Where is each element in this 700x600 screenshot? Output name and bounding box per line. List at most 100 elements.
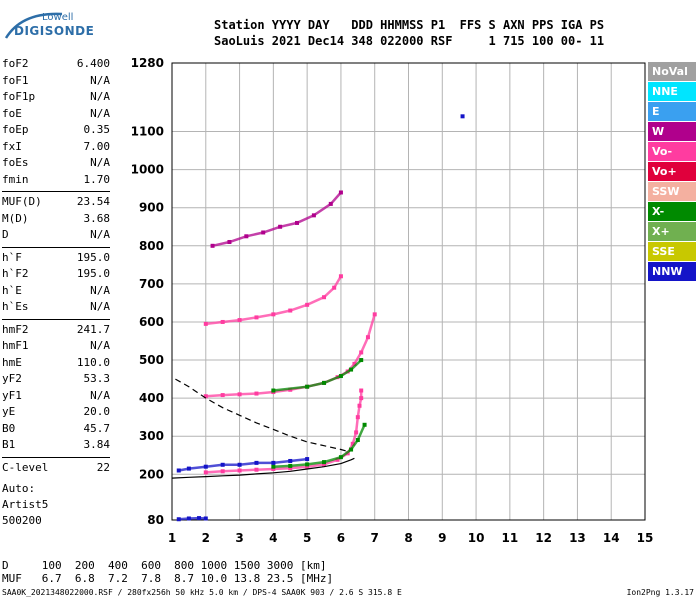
param-value: 53.3 (83, 372, 111, 385)
logo-line1: Lowell (42, 12, 74, 23)
y-tick-label: 80 (147, 513, 164, 527)
x-tick-label: 2 (202, 531, 210, 545)
legend-entry: NNE (648, 82, 696, 101)
x-tick-label: 8 (404, 531, 412, 545)
param-value: N/A (90, 73, 110, 87)
param-key: h`E (2, 283, 22, 297)
legend-entry: E (648, 102, 696, 121)
param-value: 195.0 (76, 267, 110, 280)
param-value: N/A (90, 339, 110, 352)
series-trace (273, 359, 363, 392)
data-point (203, 321, 208, 326)
series-trace (205, 390, 363, 474)
series-trace (178, 516, 206, 521)
param-key: foF1 (2, 73, 29, 87)
param-value: 6.400 (76, 57, 110, 70)
data-point (372, 312, 377, 317)
param-key: foF2 (2, 57, 29, 70)
x-tick-label: 11 (502, 531, 519, 545)
param-row: hmF1 N/A (2, 339, 110, 356)
param-row: foF2 6.400 (2, 57, 110, 74)
param-value: 45.7 (83, 421, 111, 435)
digisonde-logo: Lowell DIGISONDE (2, 8, 95, 44)
data-point (460, 114, 465, 119)
param-row: foF1p N/A (2, 90, 110, 107)
param-separator (2, 246, 110, 248)
polarization-legend: NoVal NNE E W Vo- Vo+ SSW X- X+ SSE NNW (648, 62, 696, 282)
param-value: 20.0 (83, 405, 111, 418)
logo-line2: DIGISONDE (14, 24, 95, 38)
y-tick-label: 600 (139, 315, 164, 329)
param-value: N/A (90, 228, 110, 241)
header-labels: Station YYYY DAY DDD HHMMSS P1 FFS S AXN… (214, 18, 605, 32)
param-key: B1 (2, 438, 16, 451)
param-key: foEs (2, 156, 29, 169)
series-trace (205, 314, 376, 398)
param-row: yF2 53.3 (2, 372, 110, 389)
y-tick-label: 1280 (131, 56, 164, 70)
param-key: hmF1 (2, 339, 29, 352)
param-row: foE N/A (2, 107, 110, 124)
legend-entry: Vo- (648, 142, 696, 161)
param-row: MUF(D) 23.54 (2, 195, 110, 212)
series-trace (205, 275, 342, 326)
series-trace (178, 457, 308, 472)
param-row: yF1 N/A (2, 389, 110, 406)
param-key: fmin (2, 172, 29, 186)
logo-swoosh-icon (4, 12, 63, 39)
param-row: h`F2 195.0 (2, 267, 110, 284)
x-tick-label: 12 (535, 531, 552, 545)
param-value: 0.35 (83, 123, 111, 136)
legend-entry: Vo+ (648, 162, 696, 181)
distance-row: D 100 200 400 600 800 1000 1500 3000 [km… (2, 559, 327, 572)
param-row: B1 3.84 (2, 438, 110, 455)
param-value: N/A (90, 388, 110, 402)
param-row: fxI 7.00 (2, 140, 110, 157)
data-point (271, 464, 276, 469)
param-row: h`Es N/A (2, 300, 110, 317)
param-row: D N/A (2, 228, 110, 245)
x-tick-label: 13 (569, 531, 586, 545)
param-row: h`E N/A (2, 284, 110, 301)
param-key: h`F2 (2, 267, 29, 280)
plot-frame (171, 62, 646, 521)
param-separator (2, 318, 110, 320)
param-row: yE 20.0 (2, 405, 110, 422)
legend-entry: SSW (648, 182, 696, 201)
x-tick-label: 3 (235, 531, 243, 545)
parameter-list: foF2 6.400 foF1 N/A foF1p N/A foE N/A foEp 0.35 fx… (2, 57, 110, 477)
param-separator (2, 456, 110, 458)
auto-scaling-info: Auto: Artist5 500200 (2, 481, 48, 529)
param-key: foE (2, 106, 22, 120)
param-row: foEp 0.35 (2, 123, 110, 140)
data-point (271, 388, 276, 393)
auto-label: Auto: (2, 482, 36, 495)
param-value: N/A (90, 300, 110, 313)
x-tick-label: 14 (603, 531, 620, 545)
param-key: hmF2 (2, 322, 29, 336)
param-key: D (2, 228, 9, 241)
param-key: yF2 (2, 372, 22, 385)
x-tick-label: 6 (337, 531, 345, 545)
param-value: 195.0 (76, 250, 110, 264)
legend-entry: SSE (648, 242, 696, 261)
legend-entry: W (648, 122, 696, 141)
dashed-profile-curve (175, 378, 348, 452)
footer-info: SAA0K_2021348022000.RSF / 280fx256h 50 k… (2, 588, 402, 597)
profile-curve (171, 457, 355, 479)
param-row: B0 45.7 (2, 422, 110, 439)
series-trace (273, 424, 366, 468)
legend-entry: X+ (648, 222, 696, 241)
auto-artist: Artist5 (2, 498, 49, 511)
param-row: fmin 1.70 (2, 173, 110, 190)
param-key: foF1p (2, 90, 36, 103)
legend-entry: NoVal (648, 62, 696, 81)
param-key: fxI (2, 139, 22, 153)
param-value: N/A (90, 156, 110, 169)
data-point (176, 468, 181, 473)
param-value: 3.84 (83, 438, 111, 451)
param-value: 22 (96, 460, 110, 474)
param-value: N/A (90, 283, 110, 297)
data-point (203, 470, 208, 475)
param-row: foF1 N/A (2, 74, 110, 91)
